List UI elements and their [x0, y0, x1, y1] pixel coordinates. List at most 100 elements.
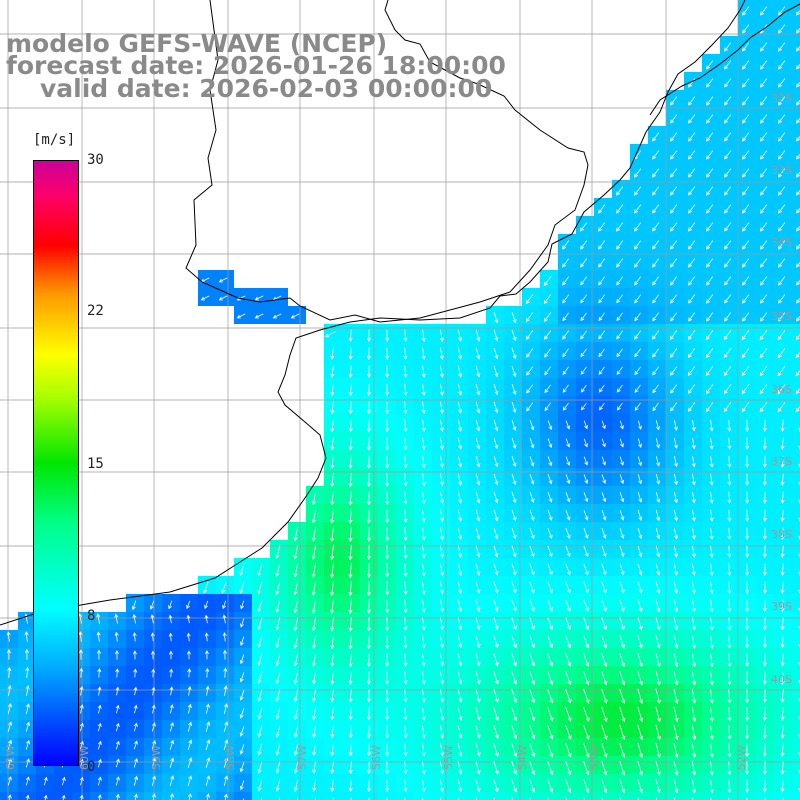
wind-arrow [670, 168, 678, 178]
wind-arrow [688, 78, 696, 88]
wind-arrow [687, 348, 696, 358]
wind-arrow [257, 689, 263, 702]
wind-arrow [780, 617, 785, 631]
wind-arrow [511, 401, 517, 413]
wind-arrow [330, 544, 335, 561]
wind-arrow [724, 186, 732, 196]
wind-arrow [254, 295, 264, 301]
wind-arrow [762, 653, 767, 667]
wind-arrow [543, 276, 552, 287]
wind-speed-cell [792, 594, 800, 612]
wind-arrow [421, 365, 426, 378]
wind-arrow [385, 419, 390, 433]
wind-arrow [348, 743, 353, 757]
wind-arrow [421, 617, 426, 631]
wind-arrow [637, 456, 642, 467]
wind-arrow [511, 563, 517, 576]
wind-arrow [583, 599, 589, 612]
wind-arrow [565, 599, 571, 612]
wind-arrow [169, 757, 175, 768]
wind-arrow [348, 401, 353, 415]
wind-arrow [634, 258, 642, 268]
wind-arrow [727, 563, 732, 577]
wind-arrow [673, 420, 678, 431]
wind-arrow [673, 724, 679, 741]
wind-arrow [547, 671, 554, 686]
wind-arrow [745, 617, 750, 631]
wind-arrow [275, 581, 281, 595]
wind-arrow [669, 348, 678, 358]
wind-arrow [601, 474, 607, 484]
wind-arrow [688, 312, 696, 322]
wind-arrow [652, 330, 660, 340]
wind-arrow [673, 599, 679, 613]
wind-arrow [169, 739, 175, 750]
wind-arrow [348, 544, 353, 561]
wind-arrow [257, 563, 263, 577]
wind-speed-cell [792, 414, 800, 432]
wind-arrow [312, 779, 317, 792]
wind-arrow [565, 706, 572, 722]
wind-speed-cell [270, 792, 288, 800]
wind-arrow [330, 761, 335, 775]
wind-arrow [114, 631, 119, 642]
wind-arrow [565, 474, 571, 485]
wind-arrow [114, 649, 119, 660]
wind-arrow [475, 761, 481, 775]
wind-arrow [421, 743, 426, 757]
wind-arrow [634, 312, 641, 322]
wind-arrow [169, 686, 174, 696]
wind-arrow [223, 721, 229, 732]
wind-speed-cell [720, 792, 738, 800]
wind-arrow [565, 653, 572, 667]
wind-arrow [403, 689, 408, 703]
wind-arrow [475, 491, 481, 504]
wind-speed-cell [792, 324, 800, 342]
wind-arrow [709, 706, 714, 722]
wind-arrow [97, 686, 102, 696]
wind-arrow [79, 685, 84, 696]
wind-speed-cell [576, 792, 594, 800]
wind-arrow [79, 776, 84, 786]
wind-arrow [150, 632, 155, 642]
wind-arrow [565, 438, 571, 448]
wind-arrow [475, 563, 481, 576]
wind-arrow [187, 793, 192, 800]
wind-arrow [529, 545, 535, 558]
wind-arrow [547, 743, 554, 758]
wind-arrow [709, 599, 714, 613]
wind-speed-cell [792, 198, 800, 216]
wind-arrow [366, 347, 371, 361]
wind-arrow [421, 635, 426, 649]
wind-arrow [205, 739, 211, 750]
wind-arrow [311, 653, 316, 667]
wind-arrow [777, 402, 786, 413]
wind-arrow [547, 563, 553, 576]
wind-arrow [529, 527, 535, 540]
wind-arrow [616, 330, 624, 340]
wind-speed-cell [774, 792, 792, 800]
wind-arrow [780, 707, 785, 721]
wind-arrow [348, 562, 353, 579]
wind-arrow [421, 455, 426, 469]
wind-arrow [634, 402, 641, 411]
wind-arrow [275, 563, 281, 577]
wind-arrow [475, 473, 481, 486]
wind-arrow [637, 492, 643, 503]
wind-arrow [688, 150, 696, 160]
wind-arrow [385, 707, 390, 721]
wind-arrow [511, 311, 517, 324]
wind-arrow [311, 671, 316, 685]
wind-arrow [439, 347, 444, 360]
wind-arrow [583, 581, 589, 594]
wind-arrow [529, 581, 535, 594]
wind-arrow [778, 96, 786, 106]
wind-arrow [169, 721, 174, 732]
wind-speed-cell [792, 432, 800, 450]
wind-arrow [583, 779, 590, 794]
wind-arrow [655, 761, 661, 776]
wind-arrow [762, 545, 767, 559]
wind-arrow [565, 688, 572, 704]
wind-arrow [706, 186, 714, 196]
wind-arrow [348, 473, 353, 488]
